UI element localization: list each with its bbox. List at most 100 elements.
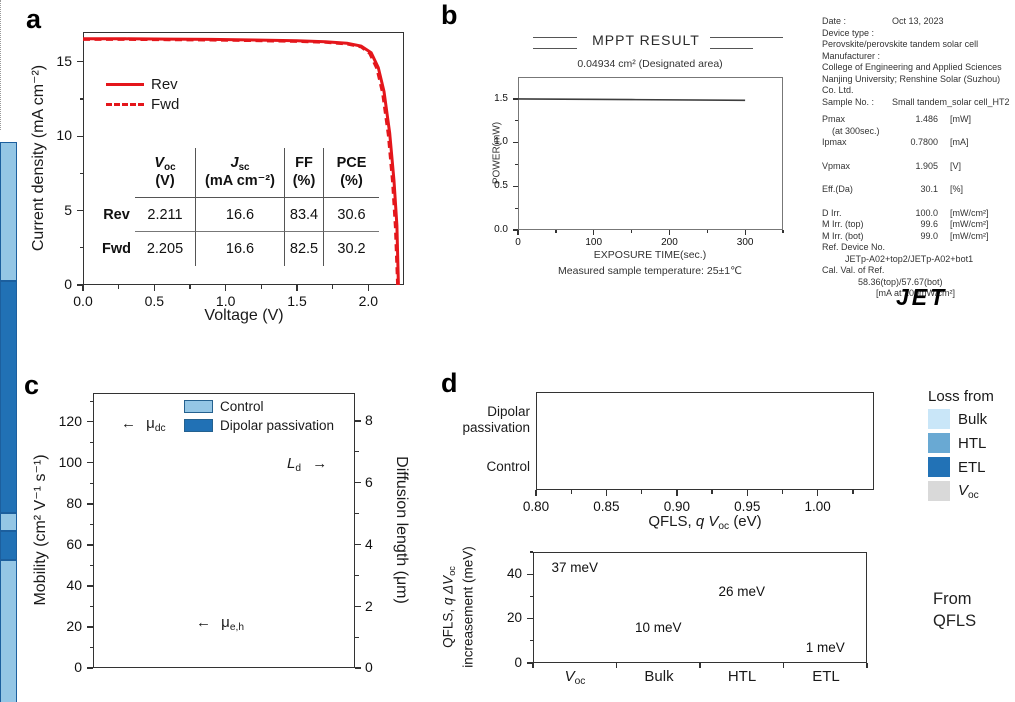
y-tick xyxy=(355,636,359,638)
cert-device-row: Device type : xyxy=(822,27,875,38)
title-rule xyxy=(710,48,753,49)
cert-ipmax-row: Ipmax 0.7800 [mA] xyxy=(822,137,969,147)
table-corner-cell xyxy=(98,148,135,198)
x-tick xyxy=(782,663,785,668)
y-tick-label: 8 xyxy=(365,412,373,429)
y-tick xyxy=(87,667,93,669)
table-header-ff: FF (%) xyxy=(284,148,323,198)
control-swatch xyxy=(184,400,213,413)
y-tick xyxy=(513,98,518,100)
x-tick-label: 1.5 xyxy=(287,293,307,309)
x-tick xyxy=(153,285,156,291)
table-header-jsc: Jsc (mA cm⁻²) xyxy=(195,148,284,198)
legend-label-dipolar: Dipolar passivation xyxy=(220,418,335,433)
y-tick-label: 2 xyxy=(365,597,373,614)
y-tick-label: 10 xyxy=(56,127,72,144)
htl-swatch xyxy=(928,433,950,453)
y-tick xyxy=(87,544,93,546)
table-cell: 16.6 xyxy=(195,232,284,266)
y-tick xyxy=(89,400,93,402)
cert-cal-unit: [mA at 100mW/cm²] xyxy=(876,288,956,298)
cert-manufacturer-row: Manufacturer : xyxy=(822,50,881,61)
title-rule xyxy=(533,48,577,49)
bar-control-2 xyxy=(0,560,17,702)
loss-legend-title: Loss from xyxy=(928,388,994,405)
loss-legend: Loss from Bulk HTL ETL Voc xyxy=(928,388,994,501)
fwd-line-sample xyxy=(106,102,144,106)
table-cell: 2.211 xyxy=(135,198,195,232)
x-tick xyxy=(781,490,784,494)
bar-value-label: 37 meV xyxy=(551,559,599,575)
y-tick xyxy=(355,482,361,484)
mppt-subtitle: 0.04934 cm² (Designated area) xyxy=(577,58,723,70)
mppt-title: MPPT RESULT xyxy=(592,32,700,48)
y-tick xyxy=(79,247,83,249)
table-cell: 16.6 xyxy=(195,198,284,232)
panel-b-label: b xyxy=(441,0,458,30)
x-tick xyxy=(676,490,678,496)
cert-ref-value: JETp-A02+top2/JETp-A02+bot1 xyxy=(845,253,974,264)
legend-label-htl: HTL xyxy=(958,434,987,452)
y-tick xyxy=(89,441,93,443)
right-arrow-icon: → xyxy=(312,455,328,472)
x-tick-label: 0.85 xyxy=(593,499,620,514)
legend-label-bulk: Bulk xyxy=(958,410,988,428)
y-tick-label: 1.5 xyxy=(494,92,508,104)
bar-dipolar-0 xyxy=(0,281,17,514)
cert-ref-label: Ref. Device No. xyxy=(822,242,886,252)
y-tick xyxy=(87,421,93,423)
x-tick-label: 0.90 xyxy=(663,499,690,514)
table-header-pce: PCE (%) xyxy=(323,148,379,198)
x-tick xyxy=(593,230,595,235)
y-tick xyxy=(529,595,533,598)
mobility-legend-row-dipolar: Dipolar passivation xyxy=(184,416,334,435)
ld-symbol: Ld xyxy=(287,455,302,474)
x-tick-label: 2.0 xyxy=(358,293,379,309)
table-row-label: Rev xyxy=(103,207,130,223)
table-header-voc: Voc (V) xyxy=(135,148,195,198)
qfls-increase-y-axis-label: QFLS, q ΔVoc increasement (meV) xyxy=(440,546,475,668)
bar-value-label: 10 meV xyxy=(634,619,682,635)
cert-date-row: Date : Oct 13, 2023 xyxy=(822,16,944,26)
category-label-bulk: Bulk xyxy=(644,668,674,685)
stacked-row-label-dipolar: Dipolar passivation xyxy=(462,404,530,435)
y-tick xyxy=(513,229,518,231)
y-tick xyxy=(515,207,518,209)
jet-logo: JET xyxy=(896,284,948,310)
table-cell: 2.205 xyxy=(146,241,184,257)
bar-value-label: 26 meV xyxy=(718,584,766,600)
x-tick xyxy=(866,663,868,668)
x-tick xyxy=(746,490,748,496)
legend-label-control: Control xyxy=(220,399,264,414)
x-tick xyxy=(630,230,633,233)
y-tick-label: 0 xyxy=(74,659,82,676)
y-tick xyxy=(513,185,518,187)
table-row-label: Fwd xyxy=(102,241,131,257)
panel-a-label: a xyxy=(26,4,42,34)
y-tick xyxy=(77,284,83,286)
etl-swatch xyxy=(928,457,950,477)
bar-control-0 xyxy=(0,141,17,282)
cert-sample-row: Sample No. : Small tandem_solar cell_HT2 xyxy=(822,96,1010,107)
voc-swatch xyxy=(928,481,950,501)
y-tick xyxy=(89,564,93,567)
x-tick-label: 0.5 xyxy=(144,293,165,309)
x-tick xyxy=(570,490,572,494)
x-tick xyxy=(782,230,784,233)
y-tick-label: 60 xyxy=(66,536,82,553)
left-arrow-icon: ← xyxy=(196,614,211,631)
panel-d-label: d xyxy=(441,368,458,398)
y-tick xyxy=(529,640,533,642)
x-tick xyxy=(744,230,746,235)
y-tick-label: 15 xyxy=(56,53,72,70)
table-cell: 83.4 xyxy=(284,198,323,232)
x-tick xyxy=(817,490,819,496)
mppt-temperature-note: Measured sample temperature: 25±1℃ xyxy=(558,265,742,277)
x-tick xyxy=(535,490,537,496)
x-tick xyxy=(641,490,643,494)
jv-legend-label-fwd: Fwd xyxy=(151,95,180,113)
y-tick xyxy=(355,667,361,669)
x-tick xyxy=(699,663,701,668)
x-tick-label: 0.0 xyxy=(73,293,93,309)
